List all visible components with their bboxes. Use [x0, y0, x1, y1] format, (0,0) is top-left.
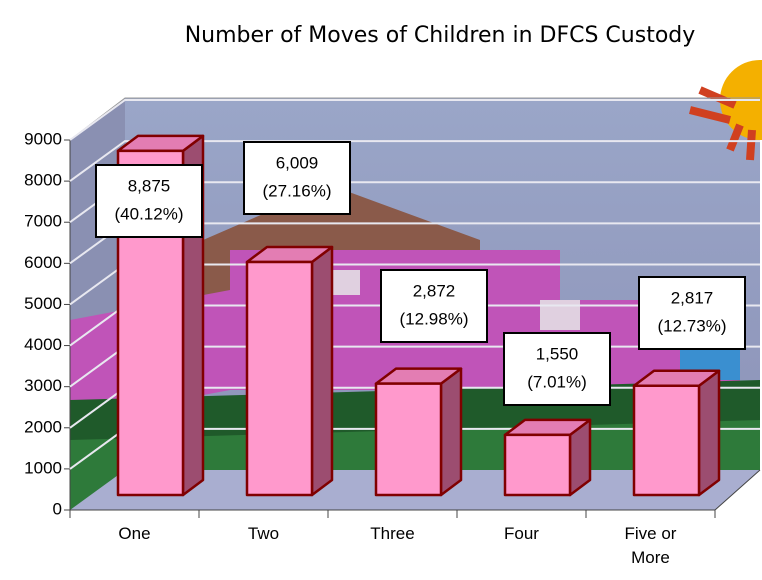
y-tick-label: 1000 — [24, 458, 62, 477]
y-tick-label: 8000 — [24, 171, 62, 190]
data-label: 1,550 — [536, 344, 579, 363]
data-label-box — [638, 276, 746, 350]
data-label-percent: (27.16%) — [263, 181, 332, 200]
grid-line — [69, 99, 760, 141]
bar-side — [310, 245, 334, 497]
y-tick-label: 6000 — [24, 253, 62, 272]
bar — [632, 384, 701, 497]
data-label-percent: (12.98%) — [400, 309, 469, 328]
data-label-percent: (12.73%) — [658, 316, 727, 335]
data-label-box — [243, 141, 351, 215]
data-label-percent: (7.01%) — [527, 372, 587, 391]
data-label-box — [95, 164, 203, 238]
y-tick-label: 9000 — [24, 129, 62, 148]
bar-side — [697, 369, 721, 497]
x-tick-label: One — [118, 524, 151, 543]
x-tick-label: Two — [247, 524, 280, 543]
data-label: 2,872 — [413, 281, 456, 300]
data-label-percent: (40.12%) — [115, 204, 184, 223]
x-tick-label: Five or More — [624, 524, 677, 567]
data-label: 8,875 — [128, 176, 171, 195]
data-label: 2,817 — [671, 288, 714, 307]
x-tick-label: Four — [504, 524, 539, 543]
bar — [245, 260, 314, 497]
y-tick-label: 3000 — [24, 376, 62, 395]
data-label-box — [380, 269, 488, 343]
grid-line — [69, 140, 760, 182]
y-tick-label: 4000 — [24, 335, 62, 354]
y-tick-label: 2000 — [24, 417, 62, 436]
chart-title: Number of Moves of Children in DFCS Cust… — [185, 23, 696, 48]
y-tick-label: 5000 — [24, 294, 62, 313]
bar-side — [439, 367, 463, 497]
x-tick-label: Three — [370, 524, 415, 543]
bar — [374, 382, 443, 497]
data-label-box — [503, 332, 611, 406]
data-label: 6,009 — [276, 153, 319, 172]
y-tick-label: 7000 — [24, 212, 62, 231]
bar — [503, 433, 572, 497]
y-tick-label: 0 — [53, 499, 62, 518]
